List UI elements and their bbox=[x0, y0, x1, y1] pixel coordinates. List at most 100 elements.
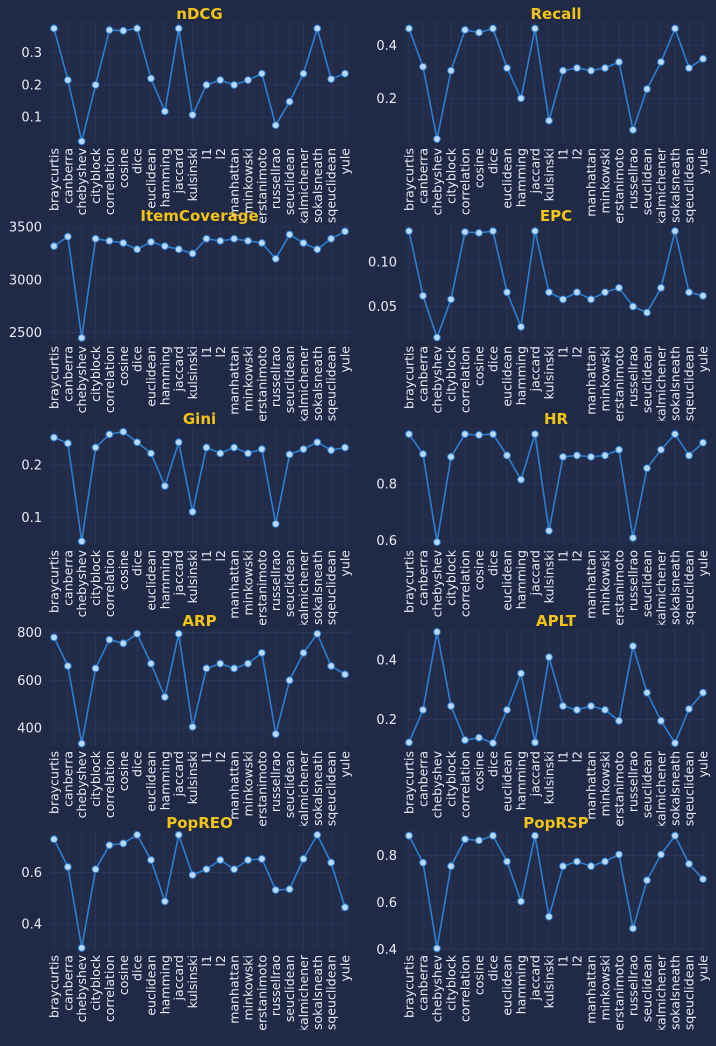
y-tick-label: 0.8 bbox=[376, 477, 397, 492]
x-tick-label: manhattan bbox=[584, 346, 599, 415]
y-tick-label: 0.3 bbox=[21, 46, 42, 61]
data-point bbox=[685, 288, 693, 297]
data-point bbox=[587, 66, 595, 75]
data-point bbox=[433, 538, 441, 547]
x-tick-label: sqeuclidean bbox=[324, 550, 339, 625]
data-point bbox=[216, 659, 225, 668]
data-point bbox=[160, 107, 169, 116]
data-point bbox=[433, 944, 441, 953]
data-point bbox=[341, 670, 349, 679]
data-point bbox=[601, 288, 609, 297]
x-tick-label: l2 bbox=[570, 550, 585, 561]
data-point bbox=[405, 831, 413, 840]
x-tick-label: euclidean bbox=[144, 751, 159, 812]
x-tick-label: hamming bbox=[157, 751, 172, 810]
data-point bbox=[545, 116, 553, 125]
data-point bbox=[461, 430, 469, 439]
data-point bbox=[188, 871, 197, 879]
x-tick-label: euclidean bbox=[500, 550, 515, 611]
x-tick-label: sokalmichener bbox=[296, 345, 311, 437]
data-point bbox=[133, 438, 142, 447]
x-tick-label: cityblock bbox=[88, 549, 103, 606]
x-tick-label: rogerstanimoto bbox=[254, 955, 269, 1046]
data-point bbox=[257, 855, 266, 863]
data-point bbox=[50, 242, 58, 251]
data-point bbox=[63, 662, 72, 670]
x-tick-label: kulsinski bbox=[185, 148, 200, 201]
data-point bbox=[657, 445, 665, 454]
data-point bbox=[285, 676, 294, 685]
x-tick-label: braycurtis bbox=[402, 751, 417, 814]
data-point bbox=[657, 283, 665, 292]
data-point bbox=[419, 62, 427, 71]
x-tick-label: manhattan bbox=[227, 955, 242, 1024]
data-point bbox=[573, 705, 581, 714]
x-tick-label: canberra bbox=[416, 550, 431, 606]
x-tick-label: rogerstanimoto bbox=[254, 751, 269, 847]
data-point bbox=[517, 475, 525, 484]
data-point bbox=[160, 693, 169, 701]
x-tick-label: minkowski bbox=[598, 148, 613, 213]
data-point bbox=[503, 705, 511, 714]
x-tick-label: braycurtis bbox=[47, 751, 62, 814]
x-tick-label: l1 bbox=[556, 148, 571, 159]
x-tick-label: sokalsneath bbox=[668, 955, 683, 1030]
data-point bbox=[105, 430, 114, 439]
x-tick-label: yule bbox=[696, 550, 711, 577]
data-point bbox=[489, 227, 497, 235]
y-tick-label: 0.10 bbox=[368, 256, 397, 271]
data-point bbox=[133, 245, 142, 254]
data-point bbox=[119, 639, 128, 648]
x-tick-label: euclidean bbox=[144, 148, 159, 209]
x-tick-label: sokalmichener bbox=[654, 954, 669, 1046]
x-tick-label: yule bbox=[696, 955, 711, 982]
data-point bbox=[503, 451, 511, 460]
data-point bbox=[433, 628, 441, 636]
x-tick-label: dice bbox=[486, 955, 501, 981]
data-point bbox=[244, 856, 252, 864]
data-point bbox=[230, 865, 239, 874]
data-point bbox=[461, 25, 469, 34]
x-tick-label: cityblock bbox=[444, 345, 459, 402]
y-tick-label: 2500 bbox=[9, 326, 42, 341]
x-tick-label: jaccard bbox=[528, 346, 543, 392]
x-tick-label: seuclidean bbox=[282, 148, 297, 215]
y-tick-label: 0.6 bbox=[21, 866, 42, 881]
data-point bbox=[147, 238, 155, 246]
x-tick-label: sokalsneath bbox=[310, 550, 325, 625]
x-tick-label: manhattan bbox=[227, 148, 242, 217]
x-tick-label: manhattan bbox=[584, 550, 599, 619]
x-tick-label: braycurtis bbox=[47, 955, 62, 1018]
data-point bbox=[503, 288, 511, 297]
x-tick-label: yule bbox=[696, 751, 711, 778]
x-tick-label: l2 bbox=[570, 148, 585, 159]
data-point bbox=[475, 733, 483, 742]
x-tick-label: sokalsneath bbox=[310, 148, 325, 223]
data-point bbox=[671, 430, 679, 439]
x-tick-label: hamming bbox=[514, 148, 529, 207]
data-point bbox=[285, 97, 294, 106]
x-axis-labels: braycurtiscanberrachebyshevcityblockcorr… bbox=[47, 345, 353, 437]
data-point bbox=[230, 81, 239, 89]
x-tick-label: kulsinski bbox=[185, 550, 200, 603]
data-point bbox=[615, 716, 623, 725]
x-tick-label: cosine bbox=[472, 751, 487, 791]
x-tick-label: l2 bbox=[213, 346, 228, 357]
x-tick-label: sokalsneath bbox=[310, 955, 325, 1030]
x-tick-label: kulsinski bbox=[542, 955, 557, 1008]
data-point bbox=[147, 856, 155, 864]
x-tick-label: braycurtis bbox=[47, 148, 62, 211]
data-point bbox=[313, 830, 322, 839]
data-point bbox=[299, 648, 308, 657]
data-point bbox=[517, 94, 525, 103]
x-tick-label: l2 bbox=[213, 550, 228, 561]
data-point bbox=[643, 464, 651, 473]
data-point bbox=[313, 629, 322, 638]
x-tick-label: manhattan bbox=[584, 751, 599, 820]
x-tick-label: dice bbox=[130, 346, 145, 372]
x-tick-label: jaccard bbox=[528, 550, 543, 596]
x-tick-label: minkowski bbox=[241, 955, 256, 1020]
chart-title: PopREO bbox=[166, 814, 233, 832]
